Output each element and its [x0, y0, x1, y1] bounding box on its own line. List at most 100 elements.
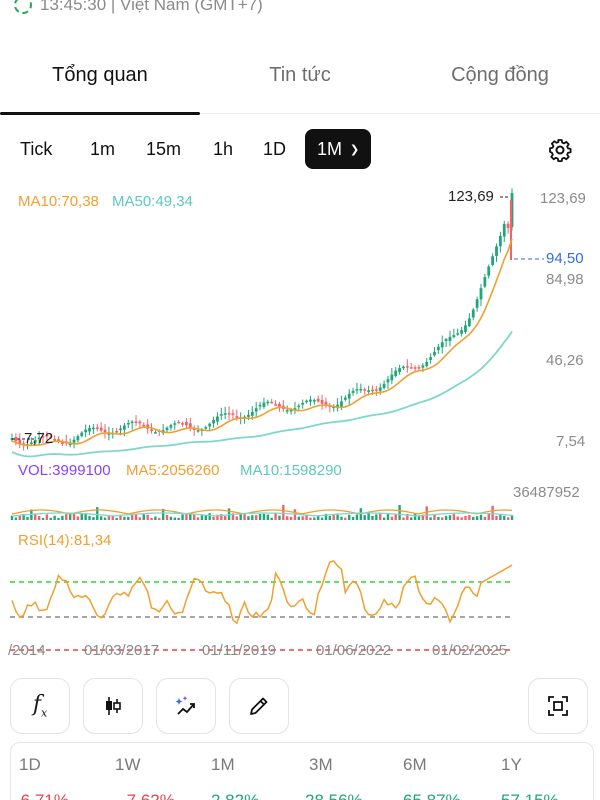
candle-body	[57, 439, 60, 442]
volume-bar	[282, 505, 285, 520]
volume-bar	[251, 515, 254, 520]
magic-draw-button[interactable]	[156, 678, 216, 734]
candle-body	[343, 397, 347, 400]
legend-vol-ma10: MA10:1598290	[240, 462, 342, 479]
gear-icon[interactable]	[548, 138, 572, 162]
candle-body	[270, 401, 274, 404]
interval-1m[interactable]: 1m	[90, 139, 116, 159]
volume-bar	[212, 516, 215, 520]
volume-bar	[332, 514, 335, 520]
interval-1M-dropdown[interactable]: 1M ❯	[305, 129, 372, 169]
volume-bar	[363, 515, 366, 520]
tab-news[interactable]: Tin tức	[269, 64, 331, 86]
ma50-line	[11, 330, 513, 458]
candle-body	[169, 425, 173, 428]
candle-body	[355, 389, 359, 391]
volume-bar	[262, 513, 266, 520]
tab-overview[interactable]: Tổng quan	[0, 42, 200, 115]
indicator-function-button[interactable]: fx	[10, 678, 70, 734]
candle-body	[491, 256, 495, 265]
volume-bar	[487, 513, 490, 520]
interval-tick[interactable]: Tick	[20, 139, 53, 159]
volume-bar	[483, 516, 487, 520]
price-chart[interactable]: MA10:70,38 MA50:49,34 123,69 7,72 123,69…	[0, 180, 600, 660]
draw-button[interactable]	[229, 678, 289, 734]
perf-period-3m: 3M	[309, 755, 333, 774]
candle-body	[235, 416, 239, 418]
candle-body	[181, 423, 184, 425]
candle-body	[417, 367, 421, 369]
volume-bar	[499, 515, 502, 520]
volume-bar	[297, 516, 301, 520]
candle-body	[374, 389, 378, 391]
candle-body	[247, 414, 250, 417]
candle-body	[154, 432, 157, 434]
volume-bar	[320, 517, 324, 520]
volume-bar	[138, 517, 142, 520]
volume-bar	[468, 515, 471, 520]
volume-bar	[402, 517, 405, 520]
volume-bar	[158, 517, 161, 520]
volume-bar	[142, 514, 145, 520]
ma10-line	[11, 238, 513, 447]
candle-body	[448, 336, 452, 342]
volume-bar	[479, 514, 483, 520]
perf-change-1d: -6,71%	[15, 791, 69, 800]
chevron-down-icon: ❯	[350, 144, 360, 156]
volume-bar	[200, 515, 204, 520]
volume-bar	[103, 517, 107, 520]
perf-period-1m: 1M	[211, 755, 235, 774]
volume-bar	[317, 516, 320, 520]
candle-body	[37, 437, 41, 440]
volume-bar	[510, 515, 514, 520]
interval-selected-label: 1M	[317, 139, 343, 159]
volume-bar	[239, 513, 242, 520]
candle-body	[212, 419, 215, 424]
candle-body	[262, 402, 266, 407]
candle-body	[456, 333, 460, 335]
candle-body	[107, 433, 111, 435]
tab-community[interactable]: Cộng đồng	[451, 64, 549, 86]
volume-bar	[406, 514, 409, 520]
candle-body	[196, 430, 200, 432]
volume-bar	[386, 513, 390, 520]
perf-change-1m: 2,82%	[211, 791, 259, 800]
max-price-marker: 123,69	[448, 188, 494, 205]
candle-body	[483, 277, 487, 287]
date-label-3: 01/11/2019	[202, 642, 276, 659]
candle-body	[173, 423, 177, 425]
volume-bar	[235, 516, 239, 520]
candle-body	[227, 413, 231, 415]
candle-body	[91, 427, 95, 430]
perf-period-6m: 6M	[403, 755, 427, 774]
candle-body	[332, 406, 336, 409]
price-axis-upper: 84,98	[546, 271, 584, 288]
interval-15m[interactable]: 15m	[146, 139, 182, 159]
volume-bar	[398, 505, 401, 520]
vol-ma10-line	[11, 512, 513, 517]
function-icon: fx	[32, 692, 48, 720]
volume-bar	[173, 517, 176, 520]
interval-1d[interactable]: 1D	[263, 139, 287, 159]
screenshot-button[interactable]	[528, 678, 588, 734]
volume-bar	[351, 517, 355, 520]
volume-bar	[196, 517, 200, 520]
candle-body	[440, 342, 444, 348]
candle-body	[142, 424, 146, 427]
date-label-1: /2014	[8, 642, 46, 659]
volume-bar	[57, 517, 60, 520]
candlestick-icon	[106, 697, 121, 715]
perf-change-1w: -7,62%	[121, 791, 175, 800]
interval-1h[interactable]: 1h	[213, 139, 234, 159]
volume-bar	[26, 516, 29, 520]
volume-bar	[216, 514, 219, 520]
volume-bar	[348, 514, 351, 520]
perf-period-1y: 1Y	[501, 755, 522, 774]
chart-type-button[interactable]	[83, 678, 143, 734]
volume-bar	[375, 514, 378, 520]
candle-body	[204, 427, 208, 429]
candle-body	[134, 421, 138, 423]
volume-bar	[394, 514, 397, 520]
volume-bar	[223, 516, 227, 520]
volume-bar	[45, 514, 49, 520]
